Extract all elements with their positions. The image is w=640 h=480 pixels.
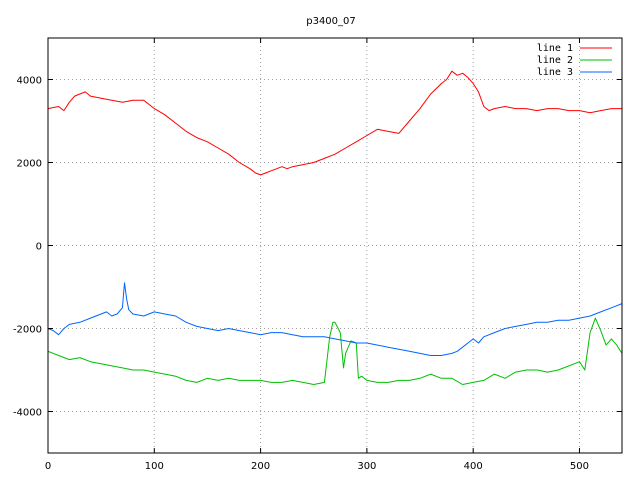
y-tick-label: -2000 [13,325,42,336]
axes: -4000 -2000 0 2000 4000 0 100 200 300 400 500 [13,38,622,472]
legend-label-2: line 2 [537,55,573,66]
x-tick-label: 0 [45,461,51,472]
legend-label-1: line 1 [537,43,573,54]
legend-label-3: line 3 [537,67,573,78]
x-tick-label: 100 [145,461,164,472]
x-tick-label: 500 [570,461,589,472]
x-tick-label: 200 [251,461,270,472]
series-line-1 [47,70,622,176]
y-tick-label: 0 [36,242,42,253]
y-tick-label: -4000 [13,408,42,419]
chart-title: p3400_07 [306,16,356,27]
y-tick-label: 2000 [17,159,42,170]
x-tick-label: 400 [464,461,483,472]
series-line-2 [47,317,623,385]
y-tick-label: 4000 [17,76,42,87]
series-lines [47,70,623,385]
series-line-3 [47,282,623,356]
x-tick-label: 300 [357,461,376,472]
